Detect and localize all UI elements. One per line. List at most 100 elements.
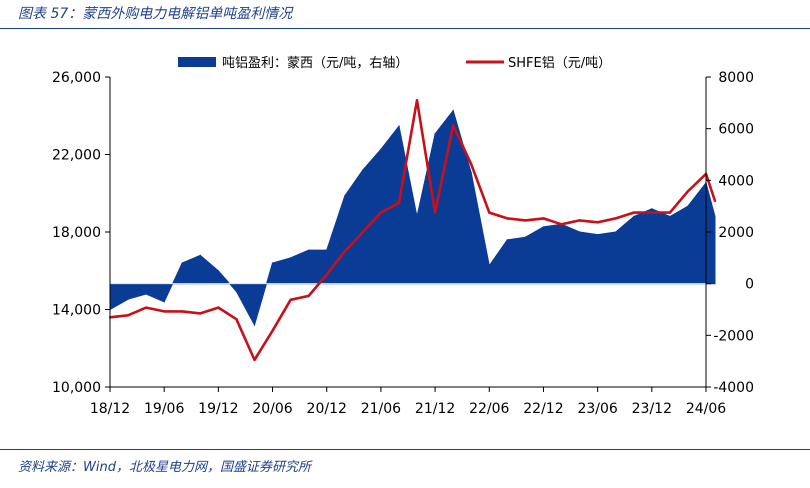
x-tick-label: 23/12 — [632, 401, 672, 417]
source-note: 资料来源：Wind，北极星电力网，国盛证券研究所 — [18, 460, 311, 475]
x-tick-label: 22/06 — [469, 401, 509, 417]
x-tick-label: 21/06 — [361, 401, 401, 417]
profit-point — [290, 257, 292, 259]
price-point — [397, 201, 401, 204]
profit-point — [163, 301, 165, 303]
series-layer — [108, 99, 717, 362]
y-right-tick-label: -2000 — [713, 328, 754, 344]
y-left-tick-label: 26,000 — [52, 70, 101, 86]
profit-point — [542, 226, 545, 228]
profit-point — [145, 293, 147, 295]
price-point — [217, 306, 220, 309]
y-right-tick-label: 8000 — [718, 70, 754, 86]
y-left-tick-label: 14,000 — [52, 303, 101, 319]
profit-point — [597, 234, 599, 236]
profit-point — [488, 265, 490, 267]
profit-point — [380, 148, 382, 150]
price-point — [325, 273, 328, 276]
figure-title: 图表 57：蒙西外购电力电解铝单吨盈利情况 — [18, 6, 293, 22]
profit-point — [470, 172, 472, 174]
price-point — [199, 312, 202, 315]
profit-point — [326, 249, 328, 251]
legend-label-profit: 吨铝盈利：蒙西（元/吨，右轴） — [222, 56, 408, 71]
profit-point — [217, 270, 219, 272]
y-right-tick-label: 6000 — [718, 122, 754, 138]
profit-point — [253, 324, 256, 326]
price-point — [434, 211, 437, 214]
price-point — [506, 217, 509, 220]
y-left-tick-label: 18,000 — [52, 225, 101, 241]
y-right-tick-label: 0 — [745, 277, 754, 293]
price-point — [686, 190, 690, 193]
profit-point — [669, 215, 671, 218]
price-point — [307, 294, 310, 297]
profit-point — [687, 205, 689, 207]
header-rule — [0, 28, 810, 29]
profit-point — [434, 133, 436, 135]
price-point — [343, 250, 346, 253]
price-point — [713, 199, 717, 203]
price-point — [596, 221, 599, 224]
profit-point — [633, 215, 635, 218]
price-point — [632, 211, 635, 214]
price-point — [415, 99, 419, 102]
price-point — [668, 211, 672, 214]
profit-point — [308, 249, 310, 251]
y-left-tick-label: 22,000 — [52, 148, 101, 164]
y-right-tick-label: 2000 — [718, 225, 754, 241]
profit-point — [506, 239, 508, 241]
profit-point — [524, 236, 527, 238]
x-tick-label: 20/06 — [252, 401, 292, 417]
price-point — [145, 306, 148, 309]
profit-point — [452, 110, 454, 112]
x-tick-label: 19/06 — [144, 401, 184, 417]
price-point — [163, 310, 166, 313]
legend: 吨铝盈利：蒙西（元/吨，右轴） SHFE铝（元/吨） — [178, 56, 611, 71]
x-tick-label: 23/06 — [577, 401, 617, 417]
x-tick-label: 18/12 — [90, 401, 130, 417]
profit-point — [714, 215, 716, 218]
profit-point — [398, 125, 400, 127]
axis-layer: 10,000 14,000 18,000 22,000 26,000 -4000 -2000… — [52, 70, 754, 417]
profit-point — [271, 262, 274, 264]
y-left-tick-label: 10,000 — [52, 380, 101, 396]
price-point — [470, 163, 473, 166]
profit-point — [615, 231, 617, 233]
x-tick-label: 22/12 — [523, 401, 563, 417]
price-point — [253, 358, 256, 361]
profit-point — [362, 169, 364, 171]
price-point — [361, 230, 364, 234]
profit-area — [109, 109, 716, 327]
profit-point — [127, 298, 129, 300]
x-tick-label: 21/12 — [415, 401, 455, 417]
price-point — [271, 329, 274, 332]
legend-swatch-profit — [178, 57, 216, 67]
y-right-tick-label: -4000 — [713, 380, 754, 396]
price-point — [127, 314, 130, 317]
price-point — [578, 219, 581, 222]
y-right-tick-label: 4000 — [718, 173, 754, 189]
x-tick-label: 19/12 — [198, 401, 238, 417]
profit-point — [181, 262, 183, 264]
price-point — [524, 219, 527, 222]
profit-point — [579, 231, 581, 233]
profit-point — [416, 215, 418, 218]
price-point — [379, 211, 382, 214]
x-tick-label: 24/06 — [686, 401, 726, 417]
profit-point — [199, 254, 201, 256]
price-point — [560, 223, 563, 226]
price-point — [235, 318, 238, 321]
price-point — [614, 217, 617, 220]
x-tick-label: 20/12 — [307, 401, 347, 417]
chart: 吨铝盈利：蒙西（元/吨，右轴） SHFE铝（元/吨） 10,00014,0001… — [52, 56, 754, 417]
price-point — [650, 211, 653, 214]
price-point — [488, 211, 491, 214]
price-point — [289, 298, 292, 301]
profit-point — [235, 290, 237, 292]
footer-rule — [0, 449, 810, 450]
legend-label-price: SHFE铝（元/吨） — [508, 56, 611, 71]
price-point — [542, 217, 545, 220]
price-point — [452, 124, 455, 127]
price-point — [181, 310, 184, 313]
profit-point — [651, 208, 653, 210]
